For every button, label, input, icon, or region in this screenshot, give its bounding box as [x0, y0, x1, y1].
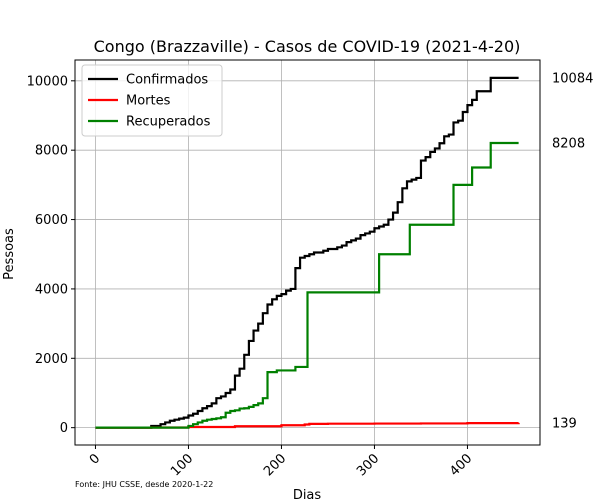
y-tick-label: 8000: [35, 144, 68, 159]
y-tick-label: 6000: [35, 213, 68, 228]
x-tick-label: 100: [168, 451, 196, 479]
chart-title: Congo (Brazzaville) - Casos de COVID-19 …: [94, 37, 521, 56]
y-tick-label: 4000: [35, 282, 68, 297]
legend-label-recuperados: Recuperados: [126, 115, 211, 130]
x-axis-label: Dias: [293, 488, 322, 500]
legend-items: Confirmados Mortes Recuperados: [88, 73, 211, 130]
y-tick-label: 2000: [35, 352, 68, 367]
source-note: Fonte: JHU CSSE, desde 2020-1-22: [75, 480, 213, 489]
x-tick-label: 300: [354, 451, 382, 479]
series-line-recuperados: [95, 141, 519, 429]
legend-box: [81, 64, 223, 137]
end-labels: 10084 139 8208: [552, 71, 593, 431]
x-tick-label: 400: [447, 451, 475, 479]
legend: Confirmados Mortes Recuperados: [81, 64, 223, 137]
x-tick-label: 200: [261, 451, 289, 479]
legend-label-confirmados: Confirmados: [126, 73, 208, 88]
end-label-mortes: 139: [552, 416, 577, 431]
y-axis-label: Pessoas: [2, 228, 17, 280]
y-tick-label: 0: [60, 421, 68, 436]
series-layer: [95, 76, 520, 429]
y-tick-label: 10000: [27, 74, 68, 89]
end-label-confirmados: 10084: [552, 71, 593, 86]
plot-frame: [74, 59, 541, 446]
x-tick-label: 0: [87, 451, 103, 467]
legend-label-mortes: Mortes: [126, 94, 171, 109]
end-label-recuperados: 8208: [552, 136, 585, 151]
series-line-confirmados: [95, 76, 519, 429]
